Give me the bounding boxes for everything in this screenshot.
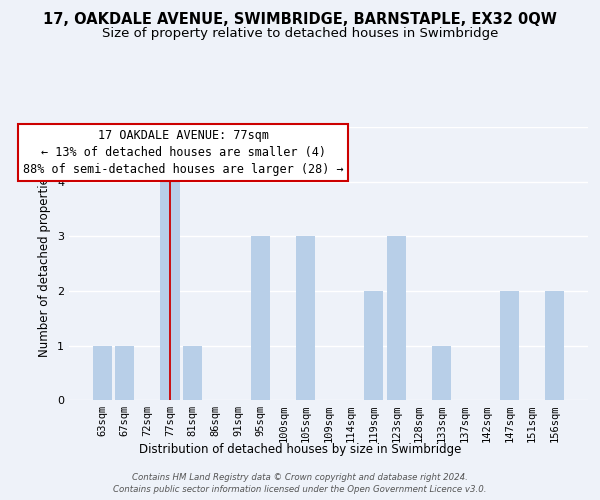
Bar bbox=[296, 236, 316, 400]
Text: Size of property relative to detached houses in Swimbridge: Size of property relative to detached ho… bbox=[102, 28, 498, 40]
Bar bbox=[251, 236, 270, 400]
Bar bbox=[500, 291, 519, 400]
Bar bbox=[432, 346, 451, 400]
Text: 17, OAKDALE AVENUE, SWIMBRIDGE, BARNSTAPLE, EX32 0QW: 17, OAKDALE AVENUE, SWIMBRIDGE, BARNSTAP… bbox=[43, 12, 557, 28]
Text: Contains HM Land Registry data © Crown copyright and database right 2024.: Contains HM Land Registry data © Crown c… bbox=[132, 472, 468, 482]
Bar bbox=[115, 346, 134, 400]
Text: 17 OAKDALE AVENUE: 77sqm
← 13% of detached houses are smaller (4)
88% of semi-de: 17 OAKDALE AVENUE: 77sqm ← 13% of detach… bbox=[23, 129, 343, 176]
Y-axis label: Number of detached properties: Number of detached properties bbox=[38, 171, 52, 356]
Text: Distribution of detached houses by size in Swimbridge: Distribution of detached houses by size … bbox=[139, 442, 461, 456]
Bar bbox=[92, 346, 112, 400]
Bar bbox=[160, 182, 180, 400]
Text: Contains public sector information licensed under the Open Government Licence v3: Contains public sector information licen… bbox=[113, 485, 487, 494]
Bar bbox=[387, 236, 406, 400]
Bar bbox=[364, 291, 383, 400]
Bar bbox=[183, 346, 202, 400]
Bar bbox=[545, 291, 565, 400]
